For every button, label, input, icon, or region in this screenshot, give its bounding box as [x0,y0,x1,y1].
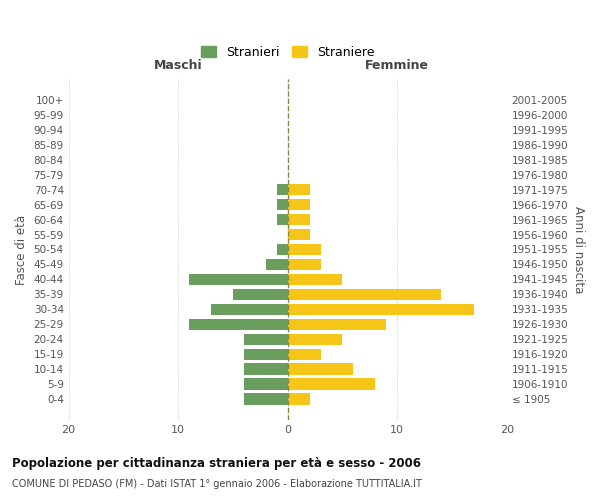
Text: Popolazione per cittadinanza straniera per età e sesso - 2006: Popolazione per cittadinanza straniera p… [12,458,421,470]
Bar [277,244,287,255]
Bar [287,318,386,330]
Bar [266,259,287,270]
Bar [287,259,320,270]
Bar [277,214,287,225]
Bar [287,288,441,300]
Y-axis label: Anni di nascita: Anni di nascita [572,206,585,293]
Bar [277,184,287,196]
Bar [244,378,287,390]
Bar [287,214,310,225]
Y-axis label: Fasce di età: Fasce di età [15,214,28,284]
Bar [287,199,310,210]
Bar [277,199,287,210]
Bar [287,348,320,360]
Bar [287,304,474,315]
Text: Femmine: Femmine [365,59,429,72]
Bar [287,378,376,390]
Bar [189,318,287,330]
Bar [211,304,287,315]
Bar [287,244,320,255]
Bar [244,334,287,345]
Bar [244,394,287,404]
Bar [287,184,310,196]
Bar [287,274,343,285]
Bar [189,274,287,285]
Text: COMUNE DI PEDASO (FM) - Dati ISTAT 1° gennaio 2006 - Elaborazione TUTTITALIA.IT: COMUNE DI PEDASO (FM) - Dati ISTAT 1° ge… [12,479,422,489]
Legend: Stranieri, Straniere: Stranieri, Straniere [196,40,379,64]
Bar [287,334,343,345]
Bar [287,364,353,374]
Bar [244,364,287,374]
Bar [244,348,287,360]
Bar [287,394,310,404]
Bar [287,229,310,240]
Text: Maschi: Maschi [154,59,202,72]
Bar [233,288,287,300]
